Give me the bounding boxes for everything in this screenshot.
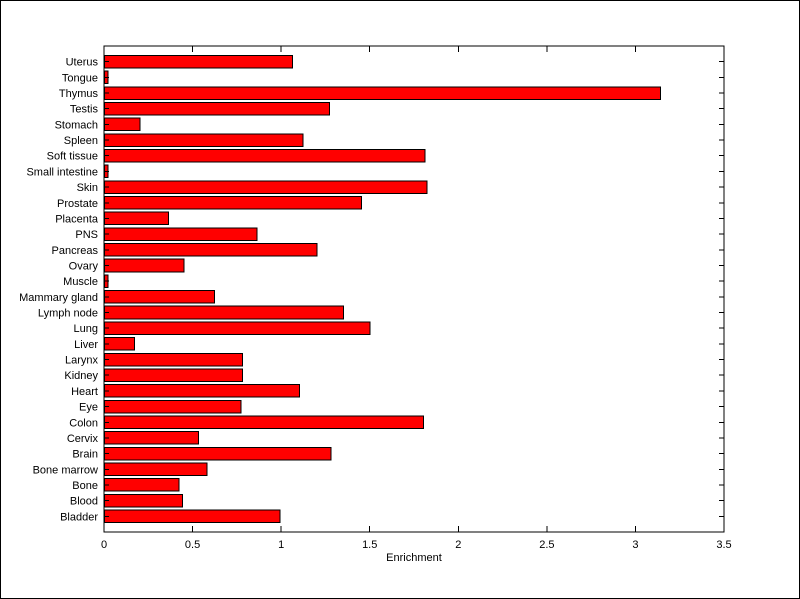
bar-cervix <box>104 431 199 445</box>
y-tick-label-brain: Brain <box>72 449 98 461</box>
bar-lymph-node <box>104 305 345 320</box>
y-tick-label-uterus: Uterus <box>66 57 99 69</box>
y-tick-label-kidney: Kidney <box>64 370 98 382</box>
y-tick-label-blood: Blood <box>70 496 98 508</box>
bar-bone-marrow <box>104 462 208 477</box>
y-tick-label-muscle: Muscle <box>63 276 98 288</box>
y-tick-label-cervix: Cervix <box>67 433 99 445</box>
axis-box <box>103 45 725 533</box>
x-tick-label-7: 3.5 <box>716 539 731 551</box>
y-tick-label-placenta: Placenta <box>55 213 99 225</box>
y-tick-label-larynx: Larynx <box>65 355 99 367</box>
y-tick-label-bone: Bone <box>72 480 98 492</box>
bar-ovary <box>104 258 185 273</box>
bar-pancreas <box>104 243 318 257</box>
y-tick-label-small-intestine: Small intestine <box>26 166 98 178</box>
x-tick-label-3: 1.5 <box>362 539 377 551</box>
y-tick-label-soft-tissue: Soft tissue <box>47 151 98 163</box>
y-tick-label-lymph-node: Lymph node <box>38 308 98 320</box>
y-tick-label-prostate: Prostate <box>57 198 98 210</box>
y-tick-label-stomach: Stomach <box>55 119 98 131</box>
x-tick-label-4: 2 <box>455 539 461 551</box>
y-tick-label-testis: Testis <box>70 104 99 116</box>
bar-heart <box>104 384 300 398</box>
bar-pns <box>104 227 258 241</box>
bar-bone <box>104 478 180 492</box>
x-tick-label-1: 0.5 <box>185 539 200 551</box>
x-tick-label-2: 1 <box>278 539 284 551</box>
bar-stomach <box>104 117 141 132</box>
y-tick-label-thymus: Thymus <box>59 88 99 100</box>
y-tick-label-bone-marrow: Bone marrow <box>33 464 98 476</box>
y-tick-label-skin: Skin <box>77 182 98 194</box>
bar-spleen <box>104 133 304 147</box>
y-tick-label-heart: Heart <box>71 386 98 398</box>
bar-testis <box>104 101 330 116</box>
y-tick-label-bladder: Bladder <box>60 511 98 523</box>
bar-soft-tissue <box>104 148 426 163</box>
bar-thymus <box>104 86 662 100</box>
bar-liver <box>104 337 136 351</box>
bar-uterus <box>104 54 293 69</box>
y-tick-label-tongue: Tongue <box>62 72 98 84</box>
bar-placenta <box>104 211 169 226</box>
x-tick-label-0: 0 <box>101 539 107 551</box>
x-tick-label-5: 2.5 <box>539 539 554 551</box>
bar-skin <box>104 180 428 194</box>
bar-prostate <box>104 196 362 210</box>
x-tick-label-6: 3 <box>632 539 638 551</box>
y-tick-label-mammary-gland: Mammary gland <box>19 292 98 304</box>
y-tick-label-eye: Eye <box>79 402 98 414</box>
y-tick-label-spleen: Spleen <box>64 135 98 147</box>
x-axis-label: Enrichment <box>386 552 442 564</box>
bar-blood <box>104 493 183 508</box>
bar-larynx <box>104 352 244 367</box>
bar-kidney <box>104 368 244 382</box>
y-tick-label-lung: Lung <box>74 323 98 335</box>
bar-eye <box>104 399 242 414</box>
y-tick-label-colon: Colon <box>69 417 98 429</box>
bar-bladder <box>104 509 281 524</box>
bar-brain <box>104 446 332 461</box>
bar-lung <box>104 321 371 335</box>
y-tick-label-liver: Liver <box>74 339 98 351</box>
bar-mammary-gland <box>104 290 215 304</box>
y-tick-label-pancreas: Pancreas <box>52 245 99 257</box>
bar-colon <box>104 415 424 430</box>
y-tick-label-ovary: Ovary <box>69 260 99 272</box>
y-tick-label-pns: PNS <box>75 229 98 241</box>
